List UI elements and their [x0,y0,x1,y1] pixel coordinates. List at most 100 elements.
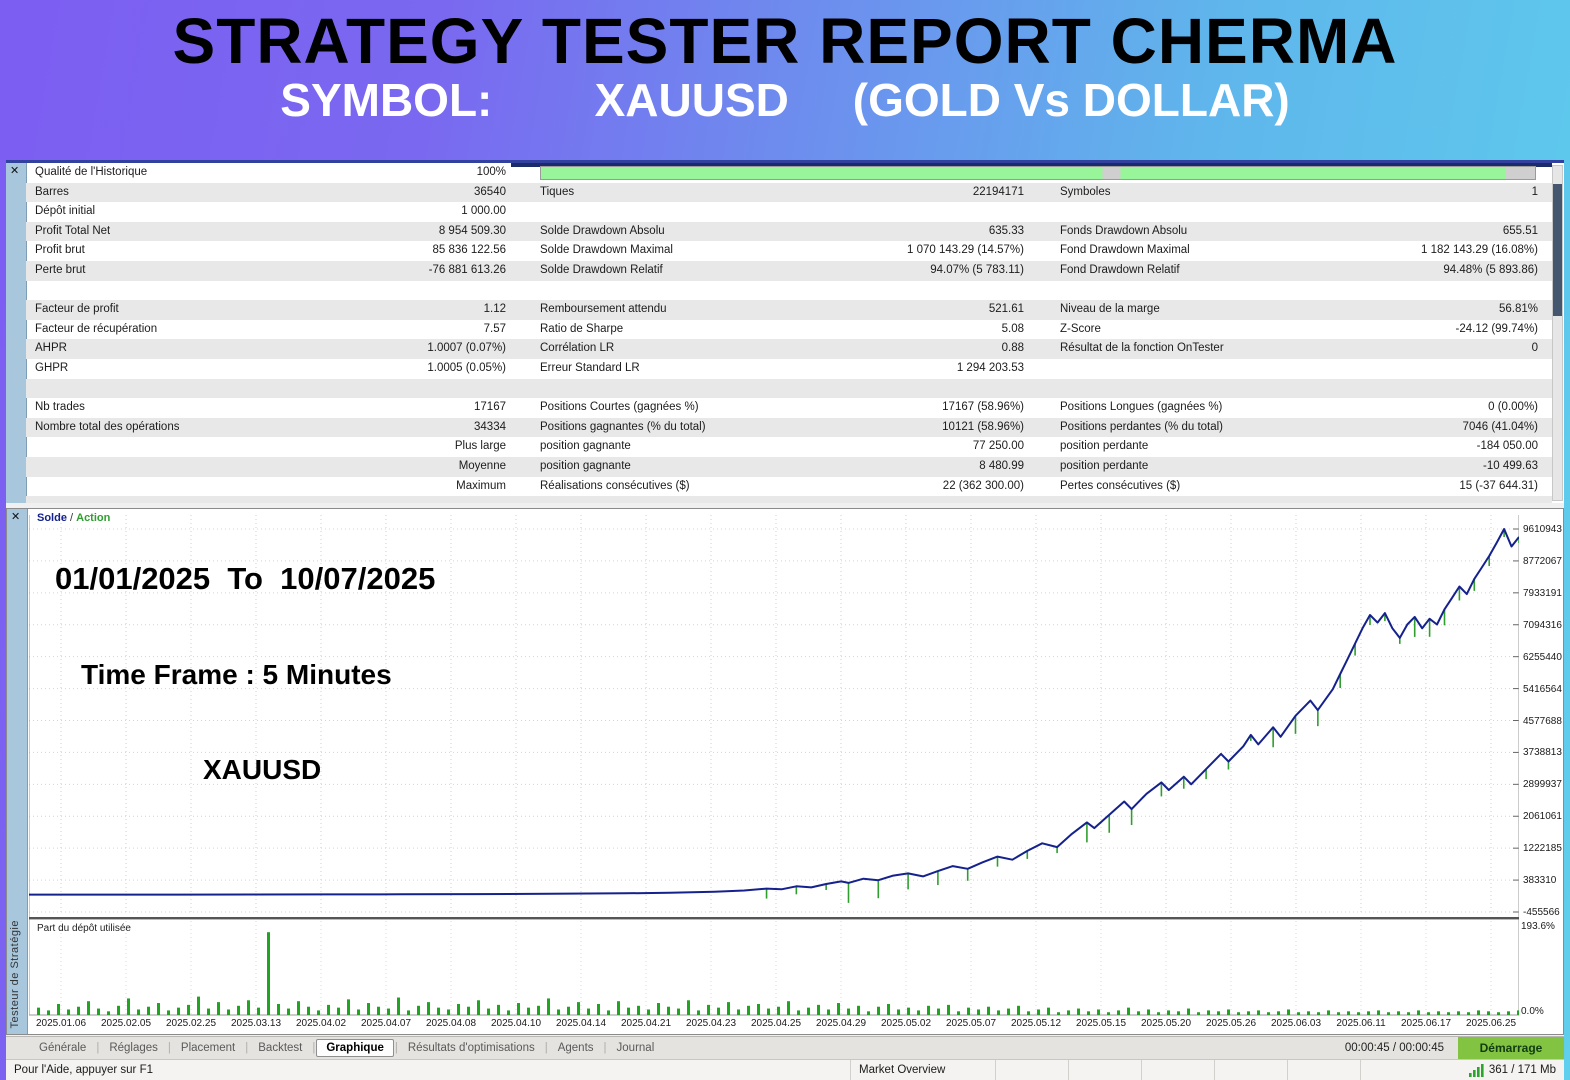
stat-value: 10121 (58.96%) [942,420,1024,433]
legend-balance: Solde [37,512,67,524]
tab-placement[interactable]: Placement [180,1042,236,1054]
stat-label: Fond Drawdown Maximal [1060,244,1190,257]
status-empty-cell [1287,1060,1360,1080]
x-axis-labels: 2025.01.06 2025.02.05 2025.02.25 2025.03.13… [7,1018,1565,1034]
stat-label: Facteur de récupération [35,322,158,335]
x-axis-tick-label: 2025.04.25 [750,1018,802,1029]
banner-subtitle: SYMBOL: XAUUSD (GOLD Vs DOLLAR) [280,74,1290,127]
stat-value: 22194171 [972,185,1024,198]
x-axis-tick-label: 2025.04.02 [295,1018,347,1029]
stat-label: position perdante [1060,440,1149,453]
tab-r-glages[interactable]: Réglages [109,1042,158,1054]
stat-value: 1 294 203.53 [956,361,1024,374]
stat-value: 7.57 [483,322,506,335]
tab-agents[interactable]: Agents [557,1042,594,1054]
table-row: Profit brut 85 836 122.56 Solde Drawdown M… [26,241,1552,261]
stat-label: Positions Courtes (gagnées %) [540,401,699,414]
x-axis-tick-label: 2025.02.05 [100,1018,152,1029]
balance-chart[interactable] [29,509,1519,1017]
stat-label: Erreur Standard LR [540,361,640,374]
connection-signal-icon [1468,1063,1484,1077]
stat-label: Solde Drawdown Relatif [540,263,663,276]
stat-value: Maximum [456,479,506,492]
status-memory-cell: 361 / 171 Mb [1360,1060,1564,1080]
stat-value: 1 [1531,185,1538,198]
stat-label: Nombre total des opérations [35,420,180,433]
overlay-timeframe-text: Time Frame : 5 Minutes [81,659,392,690]
x-axis-tick-label: 2025.04.29 [815,1018,867,1029]
table-row [26,378,1552,399]
table-row: Maximum Réalisations consécutives ($) 22 (… [26,477,1552,497]
chart-side-strip: ✕ Testeur de Stratégie [7,509,28,1034]
stat-label: Positions gagnantes (% du total) [540,420,706,433]
tester-vertical-label: Testeur de Stratégie [9,919,21,1028]
legend-separator: / [66,512,77,524]
start-button[interactable]: Démarrage [1458,1037,1564,1059]
x-axis-tick-label: 2025.05.26 [1205,1018,1257,1029]
tab-separator: | [312,1042,316,1054]
tab-separator: | [544,1042,548,1054]
overlay-period-text: 01/01/2025 To 10/07/2025 [55,561,436,596]
strategy-tester-window: ✕ Qualité de l'Historique 100% Barres 36540… [6,160,1564,1080]
stat-label: position gagnante [540,440,631,453]
stat-value: -10 499.63 [1483,459,1538,472]
stat-value: 0 [1531,342,1538,355]
table-top-edge [511,163,1552,167]
status-memory-text: 361 / 171 Mb [1488,1064,1556,1076]
tab-r-sultats-d-optimisations[interactable]: Résultats d'optimisations [407,1042,535,1054]
y-axis-tick-label: 8772067 [1523,555,1562,567]
stats-scrollbar[interactable] [1552,165,1563,501]
stat-value: 17167 (58.96%) [942,401,1024,414]
tab-backtest[interactable]: Backtest [258,1042,303,1054]
tab-g-n-rale[interactable]: Générale [39,1042,87,1054]
stat-label: Fonds Drawdown Absolu [1060,224,1188,237]
y-axis-tick-label: 9610943 [1523,524,1562,535]
stats-table: Qualité de l'Historique 100% Barres 36540 Ti… [26,163,1552,503]
test-duration-label: 00:00:45 / 00:00:45 [1344,1042,1444,1054]
x-axis-tick-label: 2025.02.25 [165,1018,217,1029]
stat-value: 1 182 143.29 (16.08%) [1420,244,1538,257]
table-row: Nombre total des opérations 34334 Position… [26,417,1552,438]
x-axis-tick-label: 2025.03.13 [230,1018,282,1029]
stats-side-strip: ✕ [6,163,27,503]
close-icon[interactable]: ✕ [11,511,21,523]
status-bar: Pour l'Aide, appuyer sur F1 Market Overv… [6,1059,1564,1080]
tab-separator: | [245,1042,249,1054]
status-empty-cell [1068,1060,1141,1080]
table-row: Moyenne position gagnante 8 480.99 position… [26,456,1552,477]
x-axis-tick-label: 2025.05.15 [1075,1018,1127,1029]
stat-value: -24.12 (99.74%) [1455,322,1538,335]
stat-value: 94.48% (5 893.86) [1443,263,1538,276]
chart-panel: ✕ Testeur de Stratégie Solde / Action 01… [6,508,1564,1035]
table-row: Qualité de l'Historique 100% [26,163,1552,183]
stat-value: 1 070 143.29 (14.57%) [906,244,1024,257]
history-quality-progress-bar [540,165,1536,181]
y-axis-tick-label: 3738813 [1523,747,1562,759]
tab-separator: | [96,1042,100,1054]
stat-value: 0 (0.00%) [1488,401,1538,414]
stat-value: Plus large [454,440,506,453]
x-axis-tick-label: 2025.04.10 [490,1018,542,1029]
scrollbar-thumb[interactable] [1553,184,1562,316]
x-axis-tick-label: 2025.05.20 [1140,1018,1192,1029]
stat-label: Niveau de la marge [1060,303,1160,316]
tab-graphique[interactable]: Graphique [316,1039,394,1057]
y-axis-tick-label: 6255440 [1523,651,1562,663]
x-axis-tick-label: 2025.01.06 [35,1018,87,1029]
stat-label: Z-Score [1060,322,1101,335]
close-icon[interactable]: ✕ [10,165,20,177]
tabbar-right: 00:00:45 / 00:00:45 Démarrage [1345,1037,1564,1059]
stat-value: 0.88 [1001,342,1024,355]
status-market-overview: Market Overview [850,1060,995,1080]
table-row [26,496,1552,503]
stat-label: Positions perdantes (% du total) [1060,420,1224,433]
status-empty-cell [1214,1060,1287,1080]
report-stats-panel: ✕ Qualité de l'Historique 100% Barres 36540… [6,163,1564,503]
stat-label: position perdante [1060,459,1149,472]
tab-journal[interactable]: Journal [616,1042,655,1054]
stat-label: Facteur de profit [35,303,119,316]
x-axis-tick-label: 2025.06.17 [1400,1018,1452,1029]
table-row [26,281,1552,301]
table-row: Nb trades 17167 Positions Courtes (gagnées… [26,398,1552,418]
stat-label: Profit Total Net [35,224,111,237]
